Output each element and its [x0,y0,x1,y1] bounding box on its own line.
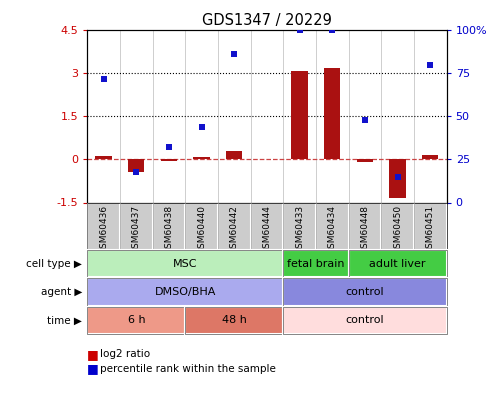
Text: GSM60437: GSM60437 [132,205,141,254]
Text: time ▶: time ▶ [47,315,82,325]
Text: agent ▶: agent ▶ [41,287,82,297]
Text: GSM60448: GSM60448 [360,205,369,254]
Text: 48 h: 48 h [222,315,247,325]
Bar [357,160,373,162]
Bar [185,307,283,334]
Bar [87,278,283,306]
Bar [349,250,447,277]
Text: control: control [346,315,384,325]
Text: control: control [346,287,384,297]
Bar [185,307,283,334]
Bar [87,250,283,277]
Bar [291,70,308,160]
Text: GSM60436: GSM60436 [99,205,108,254]
Bar [87,307,185,334]
Bar [283,278,447,306]
Bar [95,156,112,160]
Text: GSM60433: GSM60433 [295,205,304,254]
Text: GSM60450: GSM60450 [393,205,402,254]
Bar [87,250,283,277]
Text: log2 ratio: log2 ratio [100,350,150,359]
Text: percentile rank within the sample: percentile rank within the sample [100,364,275,373]
Bar [283,278,447,306]
Text: MSC: MSC [173,259,198,269]
Bar [194,158,210,160]
Title: GDS1347 / 20229: GDS1347 / 20229 [202,13,332,28]
Bar [283,307,447,334]
Text: 6 h: 6 h [128,315,145,325]
Text: GSM60434: GSM60434 [328,205,337,254]
Bar [389,160,406,198]
Bar [283,250,349,277]
Bar [349,250,447,277]
Text: GSM60444: GSM60444 [262,205,271,254]
Bar [161,160,177,161]
Text: cell type ▶: cell type ▶ [26,259,82,269]
Text: GSM60442: GSM60442 [230,205,239,254]
Text: GSM60451: GSM60451 [426,205,435,254]
Bar [283,250,349,277]
Text: GSM60438: GSM60438 [165,205,174,254]
Bar [283,307,447,334]
Bar [226,151,243,160]
Bar [87,307,185,334]
Text: adult liver: adult liver [369,259,426,269]
Bar [422,155,439,160]
Bar [128,160,145,173]
Bar [324,68,340,160]
Text: DMSO/BHA: DMSO/BHA [155,287,216,297]
Text: GSM60440: GSM60440 [197,205,206,254]
Text: ■: ■ [87,348,99,361]
Text: ■: ■ [87,362,99,375]
Text: fetal brain: fetal brain [287,259,345,269]
Bar [87,278,283,306]
